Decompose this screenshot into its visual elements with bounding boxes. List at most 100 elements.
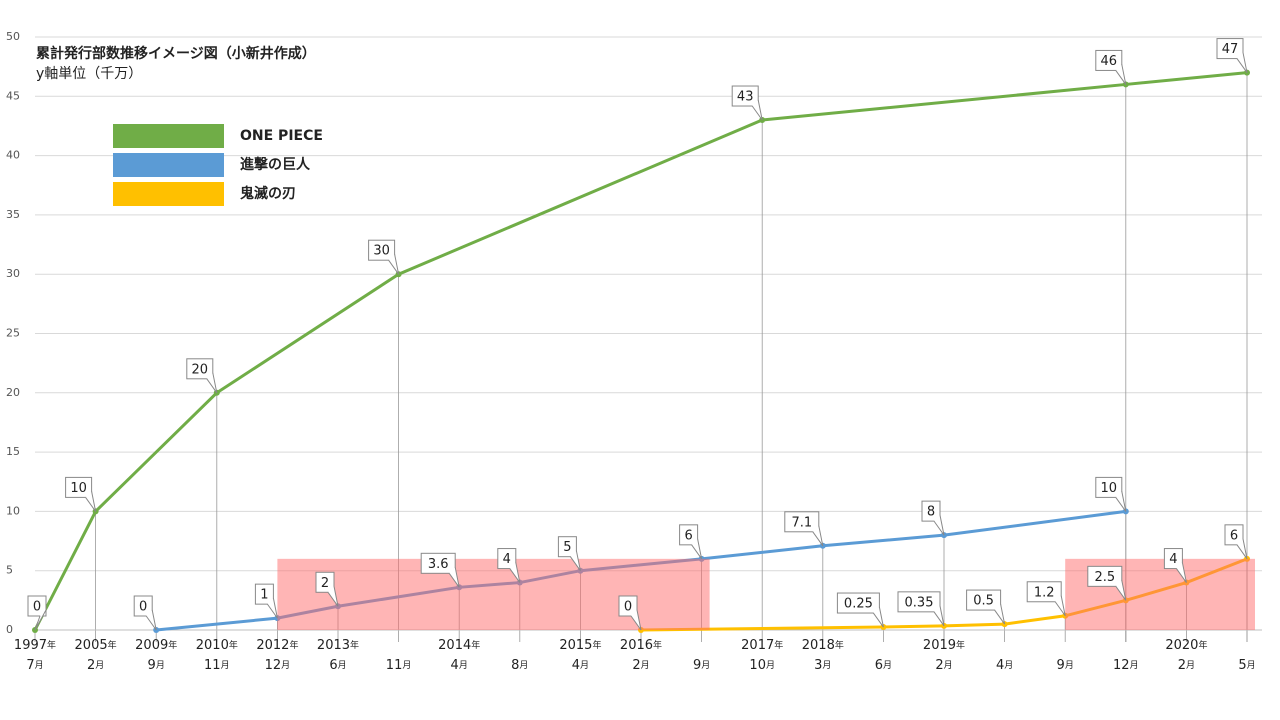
x-tick-char: 3: [342, 638, 350, 653]
x-tick-char: 月: [1004, 660, 1013, 671]
x-tick-char: 1: [212, 638, 220, 653]
callout-box: [921, 500, 941, 522]
x-tick-char: 0: [628, 638, 636, 653]
y-tick-label: 45: [6, 89, 20, 102]
x-tick-char: 0: [325, 638, 333, 653]
data-label: 30: [373, 244, 390, 259]
x-tick-label: 9月: [1057, 658, 1074, 673]
x-tick-char: 0: [758, 658, 766, 673]
x-tick-char: 2: [1165, 638, 1173, 653]
data-label: 0: [33, 600, 41, 615]
callout-box: [784, 511, 820, 533]
callout-box: [1224, 524, 1244, 546]
x-tick-char: 月: [580, 660, 589, 671]
callout-box: [1216, 38, 1244, 60]
callout: [569, 550, 581, 571]
x-tick-line: 2009年: [135, 638, 177, 653]
x-tick-line: 9月: [148, 658, 165, 673]
x-tick-label: 4月: [996, 658, 1013, 673]
x-tick-char: 月: [1130, 660, 1139, 671]
y-tick-label: 50: [6, 30, 20, 43]
x-tick-line: 2013年: [317, 638, 359, 653]
x-tick-line: 2018年: [802, 638, 844, 653]
x-tick-char: 1: [636, 638, 644, 653]
callout: [1236, 538, 1248, 560]
x-tick-char: 0: [568, 638, 576, 653]
x-tick-char: 5: [584, 638, 592, 653]
callout-box: [368, 239, 396, 261]
callout-box: [254, 583, 274, 605]
callout: [691, 538, 703, 560]
callout: [327, 586, 339, 607]
x-tick-char: 1: [333, 638, 341, 653]
x-tick-line: 3月: [814, 658, 831, 673]
callout-box: [897, 591, 941, 613]
x-tick-line: 2017年: [741, 638, 783, 653]
data-label: 20: [192, 362, 209, 377]
x-tick-char: 月: [156, 660, 165, 671]
x-tick-char: 月: [883, 660, 892, 671]
x-tick-char: 月: [519, 660, 528, 671]
x-tick-char: 6: [875, 658, 883, 673]
x-tick-char: 2: [802, 638, 810, 653]
x-tick-label: 5月: [1238, 658, 1255, 673]
y-tick-label: 0: [6, 623, 13, 636]
callout-box: [1163, 548, 1183, 570]
x-tick-line: 4月: [572, 658, 589, 673]
x-tick-char: 月: [822, 660, 831, 671]
x-tick-label: 2013年 6月: [317, 638, 359, 673]
x-tick-char: 9: [22, 638, 30, 653]
x-tick-char: 年: [653, 639, 662, 651]
callout: [509, 562, 521, 583]
x-tick-char: 月: [95, 660, 104, 671]
callout-box: [679, 524, 699, 546]
x-tick-label: 2005年 2月: [75, 638, 117, 673]
callout: [388, 254, 400, 275]
x-tick-label: 2012年 12月: [256, 638, 298, 673]
x-tick-char: 6: [329, 658, 337, 673]
data-label: 5: [563, 540, 571, 555]
x-tick-char: 0: [810, 638, 818, 653]
data-label: 8: [927, 505, 935, 520]
x-tick-char: 月: [1247, 660, 1256, 671]
x-tick-label: 2010年 11月: [196, 638, 238, 673]
callout-box: [497, 548, 517, 570]
x-tick-line: 2014年: [438, 638, 480, 653]
callout: [933, 605, 945, 627]
legend-swatch: [113, 153, 224, 177]
data-label: 7.1: [791, 515, 812, 530]
y-tick-label: 40: [6, 149, 20, 162]
x-tick-char: 1: [818, 638, 826, 653]
x-tick-char: 月: [281, 660, 290, 671]
x-tick-char: 1: [576, 638, 584, 653]
callout-box: [557, 536, 577, 558]
x-tick-label: 2009年 9月: [135, 638, 177, 673]
data-label: 46: [1101, 54, 1118, 69]
callout: [1236, 52, 1248, 73]
x-tick-char: 年: [108, 639, 117, 651]
legend-label: ONE PIECE: [240, 128, 323, 144]
data-label: 10: [70, 481, 87, 496]
x-tick-char: 月: [221, 660, 230, 671]
x-tick-char: 1: [749, 658, 757, 673]
x-tick-char: 1: [14, 638, 22, 653]
x-tick-line: 2月: [632, 658, 649, 673]
x-tick-char: 2: [559, 638, 567, 653]
y-tick-label: 10: [6, 504, 20, 517]
x-tick-line: 2015年: [559, 638, 601, 653]
x-tick-char: 2: [923, 638, 931, 653]
x-tick-label: 9月: [693, 658, 710, 673]
x-tick-label: 2015年 4月: [559, 638, 601, 673]
y-tick-label: 25: [6, 327, 20, 340]
callout: [448, 567, 460, 588]
callout: [1115, 64, 1127, 85]
x-tick-char: 年: [471, 639, 480, 651]
data-label: 6: [684, 528, 692, 543]
x-tick-char: 0: [204, 638, 212, 653]
callout: [1115, 580, 1127, 601]
x-tick-char: 0: [749, 638, 757, 653]
legend-label: 鬼滅の刃: [240, 185, 296, 202]
callout: [85, 491, 97, 512]
x-tick-char: 2: [935, 658, 943, 673]
